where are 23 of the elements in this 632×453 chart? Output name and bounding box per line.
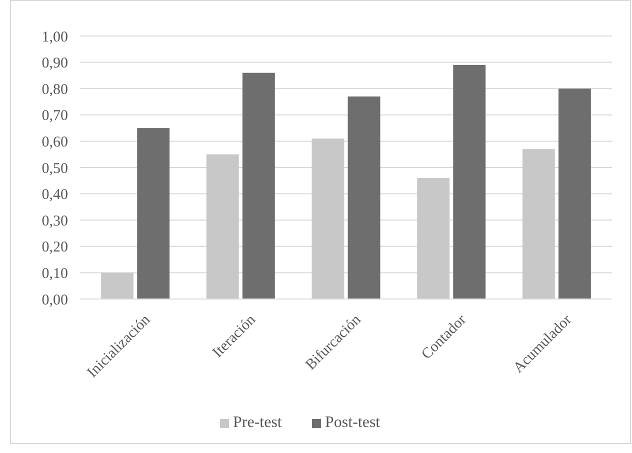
y-tick-label: 0,80 <box>42 82 68 98</box>
y-tick-label: 0,10 <box>42 266 68 282</box>
bar <box>453 64 486 299</box>
bar <box>101 272 134 299</box>
y-tick-label: 0,30 <box>42 213 68 230</box>
legend-label: Post-test <box>325 414 381 431</box>
bar <box>206 154 239 299</box>
bar <box>522 149 555 299</box>
bar <box>312 138 344 299</box>
y-tick-label: 0,90 <box>42 56 68 72</box>
legend-label: Pre-test <box>233 414 282 431</box>
y-tick-label: 0,20 <box>42 240 68 256</box>
bar <box>417 178 450 299</box>
bar <box>558 88 591 299</box>
y-tick-label: 0,40 <box>42 187 68 204</box>
bar <box>242 72 275 299</box>
bar <box>137 128 170 299</box>
y-tick-label: 0,60 <box>42 134 68 150</box>
y-tick-label: 0,50 <box>42 160 68 177</box>
bar <box>348 96 380 299</box>
y-tick-label: 0,70 <box>42 108 68 124</box>
y-tick-label: 0,00 <box>42 292 68 308</box>
y-tick-label: 1,00 <box>42 29 68 46</box>
